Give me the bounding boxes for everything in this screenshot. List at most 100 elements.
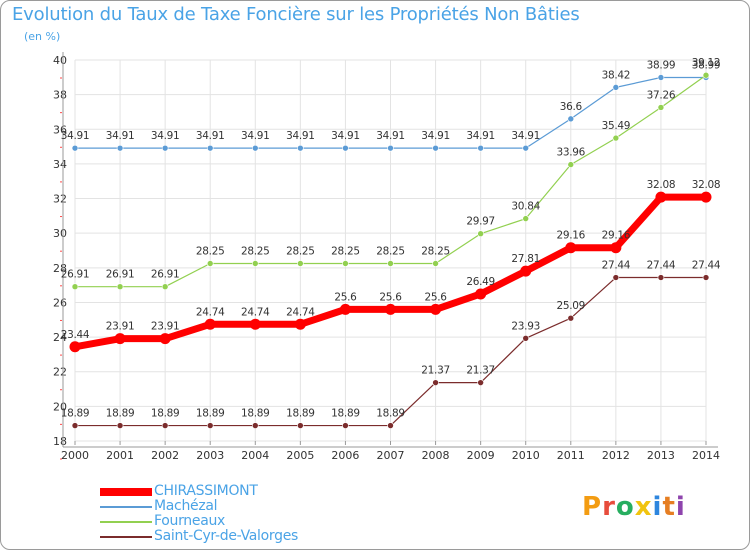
data-point-machezal — [161, 144, 169, 152]
data-label-saint_cyr: 21.37 — [421, 365, 450, 377]
data-label-saint_cyr: 27.44 — [647, 260, 676, 272]
y-tick-label: 40 — [53, 54, 67, 67]
data-label-saint_cyr: 18.89 — [376, 408, 405, 420]
data-point-machezal — [71, 144, 79, 152]
data-label-saint_cyr: 18.89 — [331, 408, 360, 420]
data-label-machezal: 38.99 — [692, 59, 721, 71]
data-point-saint_cyr — [567, 314, 575, 322]
data-label-machezal: 38.42 — [602, 69, 631, 81]
data-point-fourneaux — [432, 260, 439, 267]
data-point-fourneaux — [567, 161, 575, 168]
data-point-fourneaux — [477, 230, 484, 238]
chart-title: Evolution du Taux de Taxe Foncière sur l… — [12, 4, 580, 25]
data-label-fourneaux: 28.25 — [286, 245, 315, 257]
data-label-machezal: 34.91 — [196, 130, 225, 142]
data-label-machezal: 36.6 — [560, 101, 583, 113]
data-point-chirassimont — [700, 191, 712, 203]
data-label-saint_cyr: 25.09 — [557, 300, 586, 312]
data-point-chirassimont — [565, 242, 577, 254]
data-point-saint_cyr — [702, 274, 710, 281]
data-label-machezal: 34.91 — [511, 130, 540, 142]
x-tick-label: 2004 — [241, 449, 269, 462]
data-label-chirassimont: 27.81 — [511, 253, 540, 265]
data-point-machezal — [387, 144, 394, 152]
data-label-machezal: 34.91 — [286, 130, 315, 142]
chart-unit-label: (en %) — [24, 30, 61, 43]
data-point-fourneaux — [251, 260, 259, 267]
data-label-fourneaux: 29.97 — [466, 216, 495, 228]
x-tick-label: 2002 — [151, 449, 179, 462]
data-point-machezal — [432, 144, 439, 152]
x-tick-label: 2009 — [467, 449, 495, 462]
data-point-fourneaux — [657, 104, 665, 111]
legend-swatch-machezal — [100, 505, 152, 508]
x-tick-label: 2007 — [377, 449, 405, 462]
data-label-chirassimont: 23.91 — [106, 321, 135, 333]
logo-letter: P — [582, 492, 603, 522]
data-point-fourneaux — [522, 215, 530, 222]
data-label-chirassimont: 25.6 — [334, 291, 357, 303]
y-tick-label: 18 — [53, 435, 67, 448]
data-point-saint_cyr — [387, 422, 394, 429]
data-point-saint_cyr — [71, 422, 79, 429]
data-point-chirassimont — [655, 191, 667, 203]
data-point-chirassimont — [69, 341, 81, 353]
data-label-machezal: 34.91 — [106, 130, 135, 142]
data-label-fourneaux: 26.91 — [151, 269, 180, 281]
data-label-chirassimont: 23.44 — [61, 329, 90, 341]
data-label-machezal: 34.91 — [61, 130, 90, 142]
data-label-machezal: 38.99 — [647, 59, 676, 71]
data-point-machezal — [297, 144, 304, 152]
data-label-fourneaux: 28.25 — [376, 245, 405, 257]
data-point-chirassimont — [430, 303, 442, 315]
data-point-chirassimont — [385, 303, 396, 315]
y-tick-label: 26 — [53, 296, 67, 309]
proxiti-logo: Proxiti — [582, 492, 686, 522]
legend-label-saint_cyr: Saint-Cyr-de-Valorges — [154, 528, 299, 544]
data-point-fourneaux — [387, 260, 394, 267]
data-point-chirassimont — [475, 288, 487, 300]
logo-letter: i — [675, 492, 686, 522]
data-label-machezal: 34.91 — [331, 130, 360, 142]
data-point-fourneaux — [342, 260, 349, 267]
data-label-saint_cyr: 18.89 — [241, 408, 270, 420]
data-label-chirassimont: 25.6 — [379, 291, 402, 303]
data-label-fourneaux: 26.91 — [106, 269, 135, 281]
data-label-saint_cyr: 18.89 — [106, 408, 135, 420]
legend-label-chirassimont: CHIRASSIMONT — [154, 483, 258, 499]
data-point-saint_cyr — [657, 274, 665, 281]
x-tick-label: 2010 — [512, 449, 540, 462]
data-point-fourneaux — [71, 283, 79, 290]
data-point-machezal — [522, 144, 530, 152]
y-tick-label: 38 — [53, 89, 67, 102]
data-label-chirassimont: 24.74 — [241, 306, 270, 318]
x-tick-label: 2003 — [196, 449, 224, 462]
logo-letter: t — [662, 492, 676, 522]
x-tick-label: 2013 — [647, 449, 675, 462]
data-point-fourneaux — [612, 134, 620, 142]
legend-swatch-saint_cyr — [100, 535, 152, 538]
data-label-chirassimont: 32.08 — [692, 179, 721, 191]
data-point-fourneaux — [161, 283, 169, 290]
data-label-chirassimont: 24.74 — [286, 306, 315, 318]
legend-label-fourneaux: Fourneaux — [154, 513, 226, 529]
y-tick-label: 30 — [53, 227, 67, 240]
logo-letter: r — [602, 492, 616, 522]
y-tick-label: 34 — [53, 158, 67, 171]
data-point-saint_cyr — [297, 422, 304, 429]
data-label-machezal: 34.91 — [421, 130, 450, 142]
data-point-saint_cyr — [206, 422, 214, 429]
data-label-machezal: 34.91 — [151, 130, 180, 142]
data-label-fourneaux: 28.25 — [421, 245, 450, 257]
data-point-saint_cyr — [342, 422, 349, 429]
data-label-machezal: 34.91 — [241, 130, 270, 142]
legend-swatch-chirassimont — [100, 487, 152, 496]
data-point-fourneaux — [116, 283, 124, 290]
data-point-machezal — [206, 144, 214, 152]
logo-letter: x — [634, 492, 653, 522]
data-label-fourneaux: 28.25 — [331, 245, 360, 257]
data-label-saint_cyr: 18.89 — [196, 408, 225, 420]
data-label-chirassimont: 24.74 — [196, 306, 225, 318]
data-label-fourneaux: 30.84 — [511, 201, 540, 213]
data-point-chirassimont — [294, 318, 306, 330]
